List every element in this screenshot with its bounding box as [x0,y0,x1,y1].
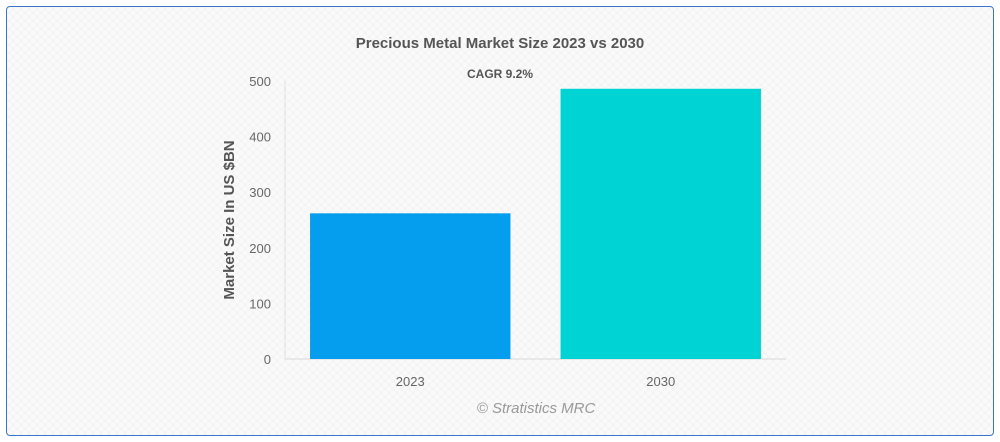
cagr-annotation: CAGR 9.2% [467,67,533,81]
y-tick-labels: 0 100 200 300 400 500 [249,74,271,367]
y-tick-label: 400 [249,130,271,145]
x-tick-label: 2023 [396,374,425,389]
y-tick-label: 100 [249,296,271,311]
x-tick-label: 2030 [646,374,675,389]
bar-2030 [560,88,761,359]
credit-watermark: © Stratistics MRC [477,400,596,417]
bars [310,88,761,359]
y-tick-label: 200 [249,241,271,256]
y-tick-label: 0 [264,352,271,367]
y-tick-label: 500 [249,74,271,89]
y-tick-label: 300 [249,185,271,200]
x-tick-labels: 2023 2030 [396,374,675,389]
chart-title: Precious Metal Market Size 2023 vs 2030 [356,35,645,52]
bar-2023 [310,213,511,359]
y-axis-label: Market Size In US $BN [221,140,238,299]
